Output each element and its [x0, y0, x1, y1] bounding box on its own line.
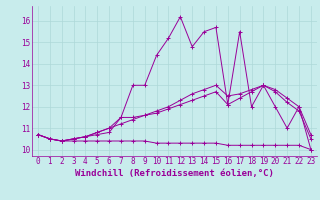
X-axis label: Windchill (Refroidissement éolien,°C): Windchill (Refroidissement éolien,°C)	[75, 169, 274, 178]
